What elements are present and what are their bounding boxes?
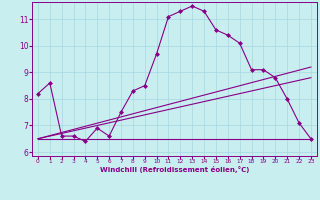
X-axis label: Windchill (Refroidissement éolien,°C): Windchill (Refroidissement éolien,°C) <box>100 166 249 173</box>
